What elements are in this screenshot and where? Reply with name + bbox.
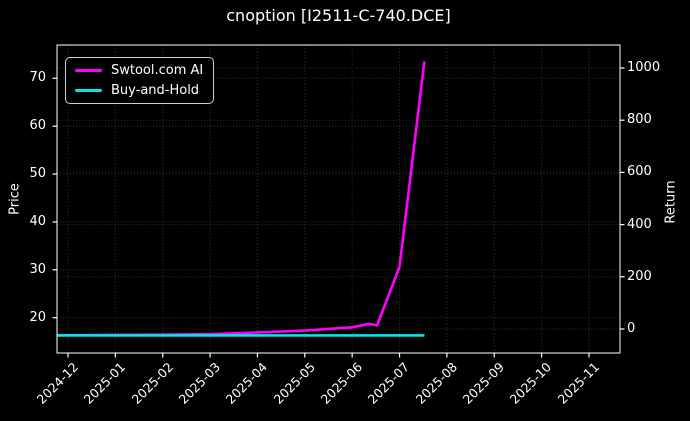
right-axis-title: Return xyxy=(663,180,679,224)
price-tick-label: 40 xyxy=(29,213,46,229)
return-tick-label: 0 xyxy=(627,321,636,336)
legend-swatch xyxy=(75,68,102,73)
price-tick-label: 30 xyxy=(29,261,46,277)
legend-label: Swtool.com AI xyxy=(111,63,204,78)
return-tick-label: 1000 xyxy=(627,60,661,75)
legend-item: Swtool.com AI xyxy=(75,63,203,78)
plot-border xyxy=(56,44,621,354)
price-tick-label: 20 xyxy=(29,309,46,325)
legend-label: Buy-and-Hold xyxy=(111,83,200,98)
return-tick-label: 200 xyxy=(627,268,652,284)
return-tick-label: 600 xyxy=(627,164,652,180)
legend-swatch xyxy=(75,88,102,93)
legend: Swtool.com AI Buy-and-Hold xyxy=(65,57,215,104)
legend-item: Buy-and-Hold xyxy=(75,83,203,98)
return-tick-label: 400 xyxy=(627,216,652,232)
chart-title: cnoption [I2511-C-740.DCE] xyxy=(226,6,451,25)
left-axis-title: Price xyxy=(7,183,23,215)
price-tick-label: 70 xyxy=(29,70,46,86)
return-tick-label: 800 xyxy=(627,112,652,128)
price-tick-label: 50 xyxy=(29,166,46,182)
price-tick-label: 60 xyxy=(29,118,46,134)
